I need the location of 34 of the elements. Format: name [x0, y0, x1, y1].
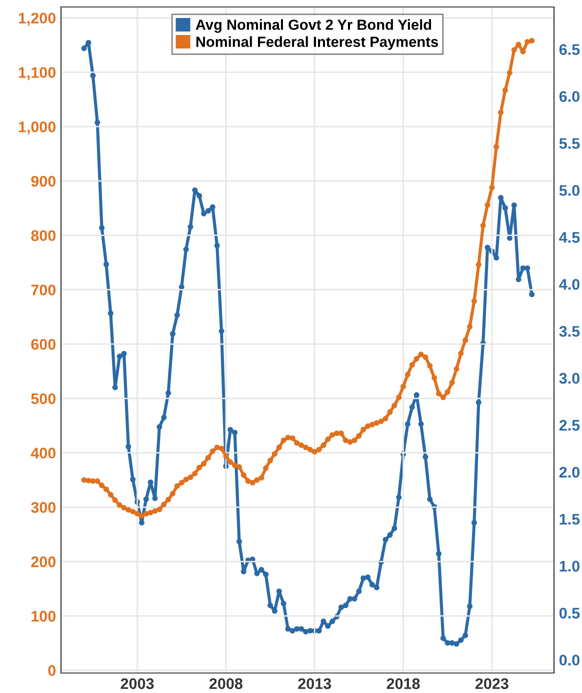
legend-label: Avg Nominal Govt 2 Yr Bond Yield — [196, 19, 432, 33]
y2-tick-label: 5.5 — [559, 138, 580, 149]
y2-tick-label: 2.5 — [559, 420, 580, 431]
y-tick-label: 500 — [31, 393, 56, 404]
y2-tick-label: 0.5 — [559, 608, 580, 619]
y2-tick-label: 4.5 — [559, 232, 580, 243]
y-tick-label: 800 — [31, 230, 56, 242]
y-tick-label: 0 — [48, 665, 56, 676]
x-tick-label: 2003 — [120, 678, 154, 690]
y-tick-label: 300 — [31, 502, 56, 513]
y-tick-label: 100 — [32, 610, 56, 622]
legend-label: Nominal Federal Interest Payments — [196, 36, 438, 50]
y2-tick-label: 5.0 — [559, 185, 580, 196]
y-tick-label: 600 — [31, 338, 56, 350]
y2-tick-label: 6.5 — [559, 44, 580, 55]
x-tick-label: 2023 — [475, 678, 508, 690]
y2-tick-label: 3.0 — [559, 372, 580, 384]
y-tick-label: 1,100 — [18, 67, 56, 80]
x-tick-label: 2013 — [298, 678, 332, 690]
y-tick-label: 700 — [31, 284, 56, 296]
y2-tick-label: 0.0 — [559, 654, 580, 666]
x-tick-label: 2018 — [386, 678, 420, 690]
y-tick-label: 400 — [30, 448, 56, 458]
y2-tick-label: 1.5 — [560, 514, 580, 525]
y-tick-label: 900 — [31, 176, 56, 187]
y-tick-label: 200 — [31, 556, 56, 568]
y2-tick-label: 4.0 — [559, 278, 580, 290]
y2-tick-label: 3.5 — [559, 326, 580, 337]
y2-tick-label: 2.0 — [559, 466, 580, 478]
y-tick-label: 1,000 — [18, 121, 56, 135]
y-tick-label: 1,200 — [18, 12, 56, 26]
y2-tick-label: 6.0 — [559, 91, 580, 102]
y2-tick-label: 1.0 — [560, 560, 580, 572]
x-tick-label: 2008 — [209, 678, 242, 690]
